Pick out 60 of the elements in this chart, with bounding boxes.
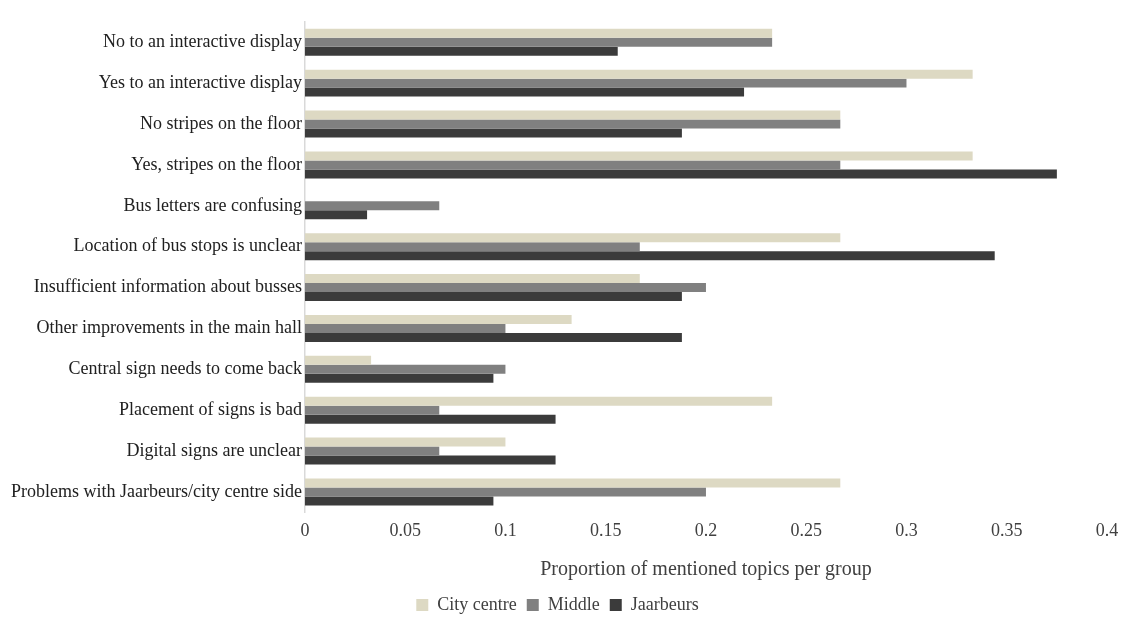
- legend-label: Jaarbeurs: [630, 593, 699, 614]
- y-tick-label: Problems with Jaarbeurs/city centre side: [11, 480, 302, 501]
- bar: [304, 119, 841, 129]
- bar: [304, 496, 494, 506]
- x-tick-label: 0.25: [790, 519, 822, 540]
- y-tick-label: Insufficient information about busses: [33, 276, 302, 297]
- bar: [304, 37, 773, 47]
- bar: [304, 455, 556, 465]
- bar: [304, 210, 368, 220]
- x-axis-title: Proportion of mentioned topics per group: [540, 557, 872, 581]
- bar: [304, 487, 706, 497]
- y-tick-label: Digital signs are unclear: [126, 439, 302, 460]
- bar: [304, 233, 841, 243]
- bar: [304, 151, 973, 161]
- bar: [304, 405, 440, 415]
- bar: [304, 46, 618, 56]
- bar: [304, 292, 682, 302]
- bar: [304, 201, 440, 211]
- y-tick-label: Bus letters are confusing: [123, 194, 302, 215]
- bar: [304, 128, 682, 138]
- y-tick-label: Yes to an interactive display: [98, 71, 302, 92]
- y-tick-label: No stripes on the floor: [139, 112, 302, 133]
- y-tick-label: Location of bus stops is unclear: [73, 235, 302, 256]
- x-tick-label: 0.2: [694, 519, 718, 540]
- bar: [304, 323, 506, 333]
- legend-label: Middle: [547, 593, 600, 614]
- bar: [304, 242, 640, 252]
- bar: [304, 355, 372, 365]
- bar: [304, 78, 907, 88]
- x-tick-label: 0.4: [1095, 519, 1119, 540]
- x-tick-label: 0: [300, 519, 310, 540]
- bar: [304, 414, 556, 424]
- bar: [304, 364, 506, 374]
- bar: [304, 169, 1057, 179]
- x-tick-label: 0.3: [895, 519, 918, 540]
- bar: [304, 69, 973, 79]
- bar: [304, 446, 440, 456]
- x-tick-label: 0.35: [990, 519, 1023, 540]
- bar: [304, 28, 773, 38]
- bar: [304, 110, 841, 120]
- bar: [304, 373, 494, 383]
- legend-label: City centre: [437, 593, 517, 614]
- bar: [304, 314, 572, 324]
- y-tick-label: Other improvements in the main hall: [36, 317, 302, 338]
- bar: [304, 274, 640, 284]
- bar: [304, 478, 841, 488]
- y-tick-label: Yes, stripes on the floor: [131, 153, 302, 174]
- bar: [304, 160, 841, 170]
- bar: [304, 332, 682, 342]
- y-tick-label: Central sign needs to come back: [68, 358, 302, 379]
- bar: [304, 251, 995, 261]
- x-tick-label: 0.05: [389, 519, 421, 540]
- bar: [304, 283, 706, 293]
- bar: [304, 87, 745, 97]
- bar: [304, 437, 506, 447]
- bar: [304, 396, 773, 406]
- x-tick-label: 0.1: [494, 519, 517, 540]
- x-tick-label: 0.15: [589, 519, 622, 540]
- y-tick-label: No to an interactive display: [102, 30, 302, 51]
- y-tick-label: Placement of signs is bad: [118, 398, 302, 419]
